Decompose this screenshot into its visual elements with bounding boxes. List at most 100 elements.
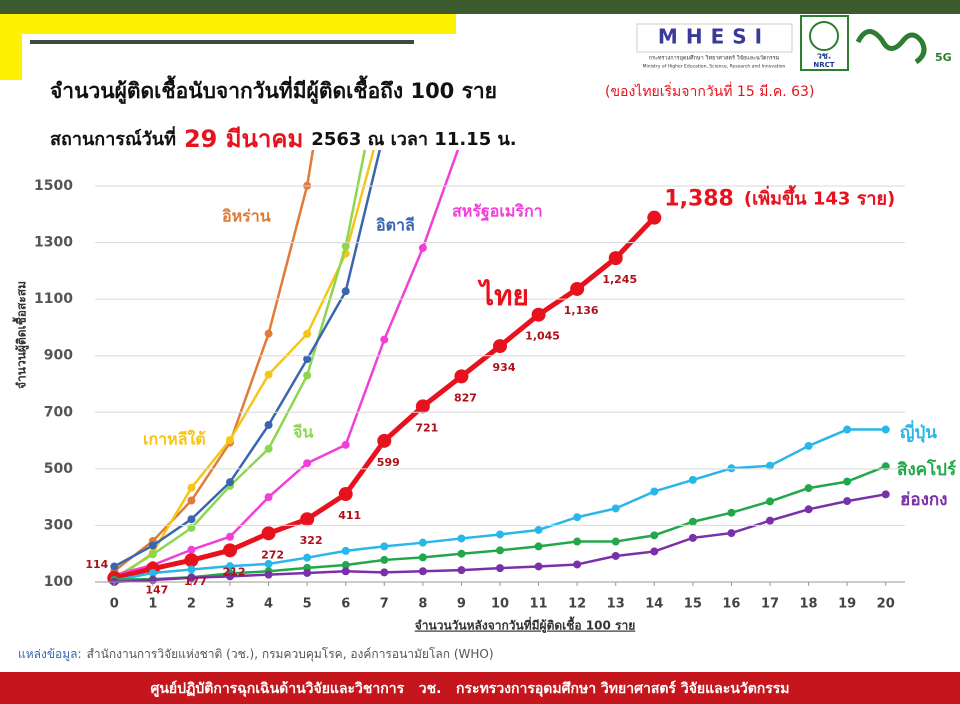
annotation: (เพิ่มขึ้น 143 ราย) xyxy=(744,185,895,210)
x-tick-label: 17 xyxy=(761,597,779,612)
source-label: แหล่งข้อมูล: xyxy=(18,647,82,662)
point xyxy=(457,549,466,558)
x-tick-label: 0 xyxy=(110,597,119,612)
value-label: 1,136 xyxy=(564,304,599,317)
point xyxy=(534,525,543,534)
value-label: 147 xyxy=(145,584,168,597)
point xyxy=(380,48,388,56)
point xyxy=(418,538,427,547)
point xyxy=(727,464,736,473)
point xyxy=(264,444,273,453)
point xyxy=(534,542,543,551)
value-label: 1,045 xyxy=(525,330,560,343)
status-date: 29 มีนาคม xyxy=(184,125,303,153)
y-tick-label: 700 xyxy=(44,404,73,420)
series-label: เกาหลีใต้ xyxy=(143,430,206,449)
x-tick-label: 5 xyxy=(303,597,312,612)
point xyxy=(341,567,350,576)
x-tick-label: 20 xyxy=(877,597,895,612)
x-tick-label: 9 xyxy=(457,597,466,612)
x-tick-label: 19 xyxy=(838,597,856,612)
point xyxy=(531,307,546,322)
x-tick-label: 4 xyxy=(264,597,273,612)
value-label: 411 xyxy=(338,509,361,522)
point xyxy=(611,537,620,546)
point xyxy=(380,335,389,344)
point xyxy=(187,515,196,524)
plot xyxy=(107,48,890,586)
point xyxy=(418,553,427,562)
point xyxy=(380,107,388,115)
point xyxy=(804,484,813,493)
top-band xyxy=(0,0,960,14)
series-line xyxy=(113,150,367,580)
logo-box xyxy=(636,23,793,53)
logo-mark xyxy=(855,29,927,65)
point xyxy=(573,537,582,546)
status-prefix: สถานการณ์วันที่ xyxy=(50,126,176,150)
chart-subtitle: (ของไทยเริ่มจากวันที่ 15 มี.ค. 63) xyxy=(605,82,814,100)
series-line xyxy=(113,150,382,568)
point xyxy=(264,370,273,379)
value-label: 934 xyxy=(493,361,516,374)
point xyxy=(570,281,585,296)
point xyxy=(647,210,662,225)
point xyxy=(264,421,273,430)
logo-text: กระทรวงการอุดมศึกษา วิทยาศาสตร์ วิจัยและ… xyxy=(649,55,780,62)
point xyxy=(766,516,774,525)
rule xyxy=(30,40,414,44)
point xyxy=(766,497,774,506)
point xyxy=(496,564,504,573)
series xyxy=(110,150,460,579)
point xyxy=(110,562,119,571)
point xyxy=(341,561,350,570)
point xyxy=(223,543,237,558)
point xyxy=(148,550,157,559)
point xyxy=(804,505,813,514)
y-tick-label: 100 xyxy=(44,574,73,590)
series xyxy=(107,210,662,586)
x-axis-label: จำนวนวันหลังจากวันที่มีผู้ติดเชื้อ 100 ร… xyxy=(415,616,635,634)
point xyxy=(766,461,774,470)
series xyxy=(110,150,382,571)
series-label: สหรัฐอเมริกา xyxy=(452,202,543,222)
point xyxy=(148,568,157,577)
point xyxy=(650,531,659,540)
point xyxy=(881,425,890,434)
series-label: จีน xyxy=(292,423,313,442)
y-tick-label: 300 xyxy=(44,517,73,533)
point xyxy=(418,567,427,576)
y-tick-label: 500 xyxy=(44,461,73,477)
y-tick-label: 900 xyxy=(44,348,73,364)
point xyxy=(264,559,273,568)
point xyxy=(226,572,234,581)
point xyxy=(573,513,582,522)
point xyxy=(303,459,312,468)
value-label: 599 xyxy=(377,456,400,469)
point xyxy=(226,532,234,541)
value-label: 1,388 xyxy=(664,187,734,212)
point xyxy=(264,329,273,338)
logo-5g: 5G xyxy=(935,51,952,64)
point xyxy=(688,517,697,526)
point xyxy=(187,483,196,492)
logo-mhesi: MHESI xyxy=(658,25,770,49)
value-label: 1,245 xyxy=(602,273,637,286)
point xyxy=(226,478,234,487)
point xyxy=(688,475,697,484)
value-label: 177 xyxy=(184,575,207,588)
point xyxy=(341,440,350,449)
point xyxy=(380,555,389,564)
point xyxy=(261,526,276,541)
y-axis-label: จำนวนผู้ติดเชื้อสะสม xyxy=(12,281,30,389)
point xyxy=(496,530,504,539)
series xyxy=(110,48,388,583)
point xyxy=(650,547,659,556)
series-label: สิงคโปร์ xyxy=(897,459,957,480)
value-label: 721 xyxy=(415,421,438,434)
point xyxy=(843,477,852,486)
nrct-seal xyxy=(809,21,839,51)
nrct-th: วช. xyxy=(817,52,832,62)
point xyxy=(187,573,196,582)
x-tick-label: 7 xyxy=(380,597,389,612)
